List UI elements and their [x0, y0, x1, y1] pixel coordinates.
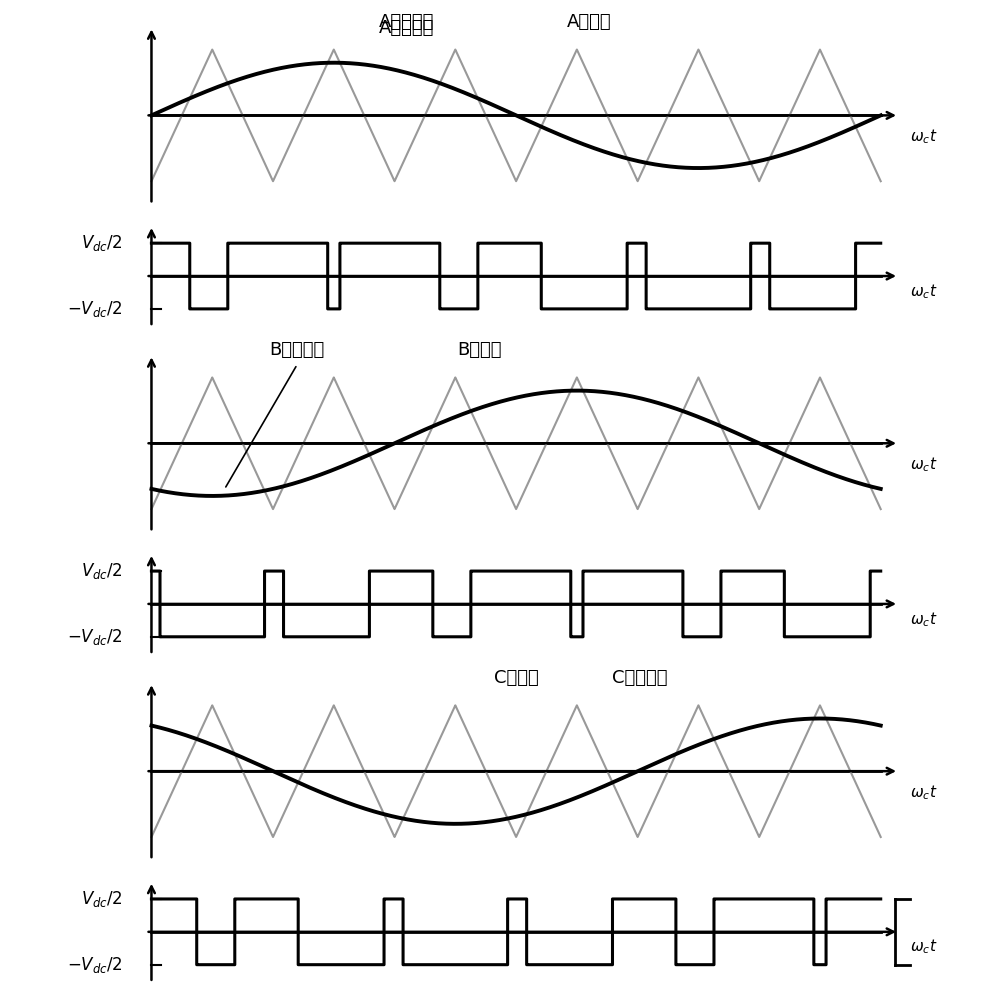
Text: C相调制波: C相调制波 — [612, 669, 667, 687]
Text: $-V_{dc}$/2: $-V_{dc}$/2 — [67, 299, 123, 319]
Text: $V_{dc}$/2: $V_{dc}$/2 — [81, 889, 123, 909]
Text: $V_{dc}$/2: $V_{dc}$/2 — [81, 561, 123, 581]
Text: $\omega_c t$: $\omega_c t$ — [910, 783, 937, 802]
Text: A相调制波: A相调制波 — [379, 19, 435, 37]
Text: $\omega_c t$: $\omega_c t$ — [910, 938, 937, 956]
Text: A相调制波: A相调制波 — [379, 13, 435, 31]
Text: $\omega_c t$: $\omega_c t$ — [910, 282, 937, 301]
Text: $-V_{dc}$/2: $-V_{dc}$/2 — [67, 955, 123, 975]
Text: $\omega_c t$: $\omega_c t$ — [910, 455, 937, 474]
Text: $-V_{dc}$/2: $-V_{dc}$/2 — [67, 626, 123, 646]
Text: B相调制波: B相调制波 — [270, 341, 325, 359]
Text: A相载波: A相载波 — [566, 13, 611, 31]
Text: $V_{dc}$/2: $V_{dc}$/2 — [81, 233, 123, 253]
Text: C相载波: C相载波 — [494, 669, 538, 687]
Text: $\omega_c t$: $\omega_c t$ — [910, 610, 937, 628]
Text: $\omega_c t$: $\omega_c t$ — [910, 127, 937, 146]
Text: B相载波: B相载波 — [458, 341, 501, 359]
